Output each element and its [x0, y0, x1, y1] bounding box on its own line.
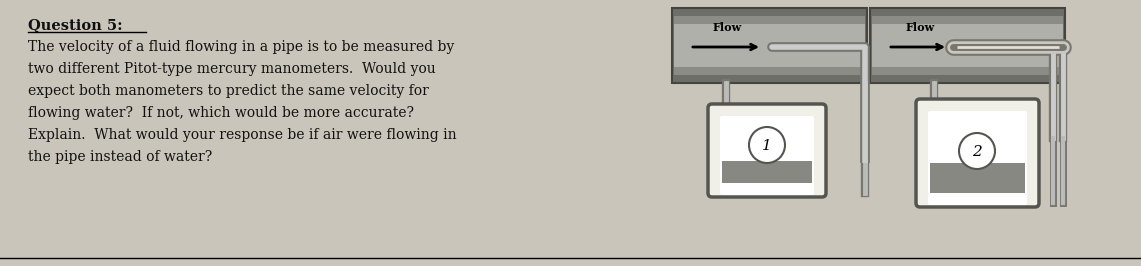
Bar [722, 161, 812, 183]
Bar [674, 67, 865, 75]
Text: expect both manometers to predict the same velocity for: expect both manometers to predict the sa… [29, 84, 429, 98]
Circle shape [748, 127, 785, 163]
Bar [872, 67, 1063, 75]
Text: flowing water?  If not, which would be more accurate?: flowing water? If not, which would be mo… [29, 106, 414, 120]
FancyBboxPatch shape [709, 104, 826, 197]
Bar [869, 8, 1065, 83]
Bar [672, 8, 867, 83]
Circle shape [958, 133, 995, 169]
Text: 2: 2 [972, 145, 982, 159]
Text: the pipe instead of water?: the pipe instead of water? [29, 150, 212, 164]
Bar [872, 16, 1063, 24]
Text: Flow: Flow [905, 22, 934, 33]
Bar [930, 163, 1025, 193]
Bar [674, 16, 865, 24]
Text: 1: 1 [762, 139, 771, 153]
Text: Flow: Flow [712, 22, 742, 33]
FancyBboxPatch shape [928, 111, 1027, 205]
FancyBboxPatch shape [916, 99, 1039, 207]
Text: Question 5:: Question 5: [29, 18, 122, 32]
Bar [674, 20, 865, 71]
FancyBboxPatch shape [720, 116, 814, 195]
Text: two different Pitot-type mercury manometers.  Would you: two different Pitot-type mercury manomet… [29, 62, 436, 76]
Bar [872, 20, 1063, 71]
Text: Explain.  What would your response be if air were flowing in: Explain. What would your response be if … [29, 128, 456, 142]
Text: The velocity of a fluid flowing in a pipe is to be measured by: The velocity of a fluid flowing in a pip… [29, 40, 454, 54]
